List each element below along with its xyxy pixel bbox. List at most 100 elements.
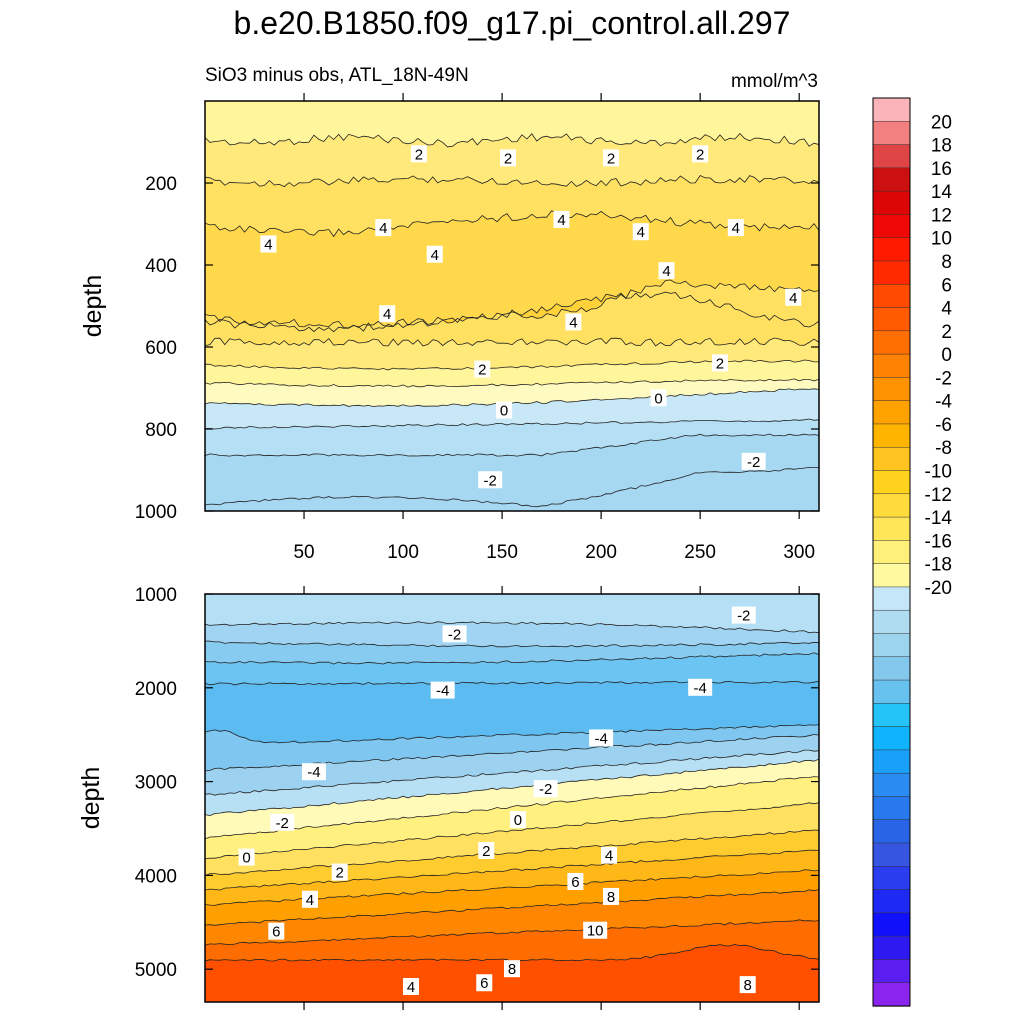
upper-contour-label-box	[474, 360, 491, 378]
lower-contour-label-box	[533, 780, 558, 798]
colorbar-swatch	[872, 679, 911, 704]
lower-contour-label: -4	[307, 764, 320, 781]
colorbar-swatch	[872, 633, 911, 658]
upper-band	[205, 360, 819, 388]
upper-y-tick-label: 200	[145, 174, 177, 195]
upper-contour-line	[205, 418, 819, 430]
colorbar-swatch	[872, 749, 911, 774]
lower-contour-label: -4	[594, 730, 607, 747]
colorbar-swatch	[872, 586, 911, 611]
lower-contour-label-box	[583, 921, 608, 939]
colorbar-label: 16	[931, 159, 952, 180]
colorbar-swatch	[872, 959, 911, 984]
upper-contour-label: 0	[500, 403, 508, 420]
colorbar-label: -4	[935, 392, 952, 413]
lower-contour-line	[205, 802, 819, 859]
lower-plot-frame	[204, 593, 820, 1003]
upper-contour-label-box	[426, 245, 443, 263]
colorbar-label: 10	[931, 229, 952, 250]
lower-y-tick-label: 2000	[135, 679, 177, 700]
lower-contour-line	[205, 758, 819, 817]
upper-contour-labels: 2 2 2 2 4 4 4 4 4 4 4 4 4 4 2 2 0 0 -2 -2	[260, 145, 802, 489]
lower-contour-label-box	[442, 625, 467, 643]
upper-contour-label: 4	[431, 247, 439, 264]
colorbar-label: 0	[941, 345, 952, 366]
chart-subtitle: SiO3 minus obs, ATL_18N-49N	[205, 65, 469, 86]
colorbar-swatch	[872, 563, 911, 588]
lower-contour-label: 2	[482, 843, 490, 860]
colorbar-label: -2	[935, 368, 952, 389]
upper-contour-line	[205, 466, 819, 508]
colorbar-frame	[872, 97, 911, 1007]
upper-contour-label: -2	[747, 454, 760, 471]
lower-contour-label: 10	[587, 923, 604, 940]
colorbar-swatch	[872, 540, 911, 565]
upper-y-tick-label: 800	[145, 420, 177, 441]
upper-contour-label-box	[500, 149, 517, 167]
upper-contour-label: 2	[415, 146, 423, 163]
lower-contour-label-box	[509, 811, 526, 829]
upper-contour-label: 4	[789, 290, 797, 307]
lower-contour-line	[205, 829, 819, 876]
lower-band	[205, 869, 819, 926]
lower-contour-label: -2	[276, 815, 289, 832]
upper-plot-frame	[204, 100, 820, 512]
colorbar-swatch	[872, 470, 911, 495]
colorbar-swatch	[872, 912, 911, 937]
lower-contour-label-box	[589, 729, 614, 747]
lower-contour-label-box	[739, 976, 756, 994]
upper-band	[205, 210, 819, 332]
lower-band	[205, 734, 819, 796]
colorbar-swatch	[872, 237, 911, 262]
lower-contour-label-box	[478, 841, 495, 859]
colorbar-swatch	[872, 982, 911, 1007]
lower-contour-label-box	[603, 887, 620, 905]
upper-contour-label-box	[478, 471, 503, 489]
upper-contour-line	[205, 378, 819, 388]
upper-contour-label-box	[375, 219, 392, 237]
upper-contour-label-box	[692, 145, 709, 163]
upper-contour-label: 2	[716, 355, 724, 372]
colorbar-label: -10	[925, 462, 952, 483]
colorbar-swatch	[872, 144, 911, 169]
lower-contour-line	[205, 680, 819, 686]
lower-y-tick-label: 3000	[135, 773, 177, 794]
upper-contour-label-box	[603, 149, 620, 167]
colorbar-label: 2	[941, 322, 952, 343]
lower-contour-label: 4	[407, 979, 415, 996]
lower-band	[205, 889, 819, 946]
lower-band	[205, 652, 819, 685]
upper-contour-line	[205, 337, 819, 347]
upper-contour-label-box	[658, 262, 675, 280]
upper-contour-label: 4	[264, 237, 272, 254]
upper-contour-label: 4	[662, 263, 670, 280]
upper-y-axis-label: depth	[79, 275, 107, 338]
lower-contour-label: 4	[306, 892, 314, 909]
lower-contour-label-box	[601, 846, 618, 864]
upper-band	[205, 280, 819, 346]
lower-contour-line	[205, 640, 819, 648]
upper-contour-label: 2	[504, 150, 512, 167]
upper-contour-label-box	[727, 219, 744, 237]
lower-contour-label: -2	[737, 608, 750, 625]
lower-contour-label-box	[567, 872, 584, 890]
lower-contour-label: 8	[744, 977, 752, 994]
upper-contour-label: 4	[569, 314, 577, 331]
colorbar-label: -6	[935, 415, 952, 436]
lower-band	[205, 750, 819, 816]
lower-contour-line	[205, 749, 819, 796]
lower-contour-label-box	[270, 813, 295, 831]
upper-contour-line	[205, 210, 819, 238]
lower-contour-label-box	[238, 848, 255, 866]
upper-contour-label: 4	[383, 306, 391, 323]
lower-band	[205, 759, 819, 839]
lower-contour-label: -4	[436, 683, 449, 700]
colorbar-swatch	[872, 260, 911, 285]
lower-y-tick-label: 4000	[135, 866, 177, 887]
upper-contour-label-box	[711, 354, 728, 372]
upper-contour-line	[205, 174, 819, 188]
